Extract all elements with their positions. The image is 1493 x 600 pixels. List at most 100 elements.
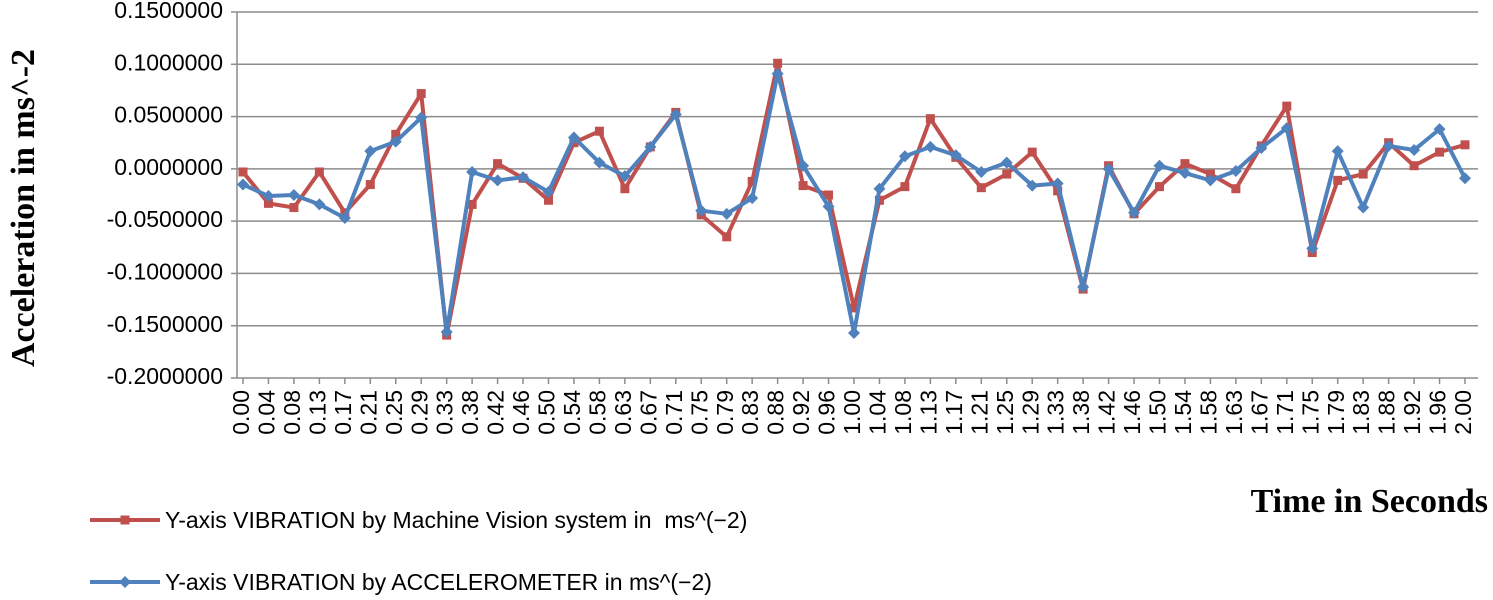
data-point xyxy=(1077,281,1090,294)
x-tick-label: 1.04 xyxy=(865,390,891,435)
data-point xyxy=(594,126,604,136)
x-tick-label: 0.25 xyxy=(381,390,407,435)
x-tick-label: 1.54 xyxy=(1170,390,1196,435)
data-point xyxy=(618,170,631,183)
legend-label: Y-axis VIBRATION by ACCELEROMETER in ms^… xyxy=(165,569,712,595)
data-point xyxy=(747,176,757,186)
data-point xyxy=(644,140,657,153)
data-point xyxy=(822,200,835,213)
data-point xyxy=(263,198,273,208)
x-tick-label: 1.71 xyxy=(1272,390,1298,435)
x-tick-label: 0.17 xyxy=(330,390,356,435)
data-point xyxy=(365,180,375,190)
x-tick-label: 0.96 xyxy=(814,390,840,435)
data-point xyxy=(1357,201,1370,214)
data-point xyxy=(364,145,377,158)
x-tick-label: 1.42 xyxy=(1094,390,1120,435)
data-point xyxy=(771,67,784,80)
data-point xyxy=(1255,141,1268,154)
data-point xyxy=(1435,147,1445,157)
data-point xyxy=(389,135,402,148)
data-point xyxy=(289,203,299,213)
data-point xyxy=(773,58,783,68)
data-point xyxy=(1051,177,1064,190)
data-point xyxy=(1002,169,1012,179)
x-tick-label: 1.13 xyxy=(915,390,941,435)
data-point xyxy=(440,325,453,338)
data-point xyxy=(1180,159,1190,169)
data-point xyxy=(415,111,428,124)
data-point xyxy=(1280,122,1293,135)
legend-marker xyxy=(119,576,131,588)
data-point xyxy=(1229,164,1242,177)
data-point xyxy=(669,108,682,121)
x-tick-label: 0.38 xyxy=(457,390,483,435)
data-point xyxy=(1382,139,1395,152)
data-point xyxy=(848,327,860,340)
data-point xyxy=(1027,147,1037,157)
data-point xyxy=(493,159,503,169)
data-point xyxy=(1153,159,1166,172)
data-point xyxy=(1000,156,1013,169)
y-tick-label: -0.1000000 xyxy=(107,259,223,285)
data-point xyxy=(1358,169,1368,179)
x-tick-label: 1.96 xyxy=(1425,390,1451,435)
data-point xyxy=(593,156,606,169)
x-tick-label: 1.50 xyxy=(1145,390,1171,435)
x-tick-label: 0.58 xyxy=(584,390,610,435)
data-point xyxy=(1459,172,1471,185)
data-point xyxy=(1026,179,1039,192)
x-tick-label: 1.83 xyxy=(1348,390,1374,435)
data-point xyxy=(262,190,275,203)
data-point xyxy=(1282,101,1292,111)
x-tick-label: 1.79 xyxy=(1323,390,1349,435)
data-point xyxy=(1204,174,1217,187)
data-point xyxy=(1102,162,1115,175)
y-tick-label: -0.1500000 xyxy=(107,311,223,337)
data-point xyxy=(949,149,962,162)
data-point xyxy=(720,207,733,220)
x-tick-label: 1.67 xyxy=(1246,390,1272,435)
x-tick-label: 0.21 xyxy=(355,390,381,435)
x-tick-label: 1.92 xyxy=(1399,390,1425,435)
data-point xyxy=(900,182,910,192)
data-point xyxy=(1409,161,1419,171)
y-tick-label: 0.0500000 xyxy=(114,102,223,128)
x-tick-label: 1.08 xyxy=(890,390,916,435)
y-tick-label: 0.0000000 xyxy=(114,154,223,180)
data-point xyxy=(1306,242,1319,255)
x-tick-label: 1.21 xyxy=(966,390,992,435)
x-tick-label: 1.29 xyxy=(1017,390,1043,435)
x-tick-label: 1.33 xyxy=(1043,390,1069,435)
data-point xyxy=(975,165,988,178)
data-point xyxy=(544,195,553,205)
data-point xyxy=(746,192,759,205)
data-point xyxy=(238,167,248,177)
data-point xyxy=(491,174,504,187)
data-point xyxy=(695,204,708,217)
y-tick-label: 0.1000000 xyxy=(114,49,223,75)
x-tick-label: 0.92 xyxy=(788,390,814,435)
data-point xyxy=(391,129,401,139)
data-point xyxy=(1433,123,1446,136)
data-point xyxy=(1231,184,1241,194)
x-tick-label: 0.04 xyxy=(254,390,280,435)
x-tick-label: 1.63 xyxy=(1221,390,1247,435)
data-point xyxy=(1331,145,1344,158)
data-point xyxy=(517,171,530,184)
x-tick-label: 0.08 xyxy=(279,390,305,435)
x-tick-label: 0.75 xyxy=(686,390,712,435)
data-point xyxy=(287,189,300,201)
data-point xyxy=(1408,144,1421,157)
x-tick-label: 2.00 xyxy=(1450,390,1476,435)
x-tick-label: 1.17 xyxy=(941,390,967,435)
x-tick-label: 0.50 xyxy=(534,390,560,435)
x-tick-label: 0.00 xyxy=(228,390,254,435)
data-point xyxy=(1155,182,1164,192)
x-tick-label: 0.46 xyxy=(508,390,534,435)
data-point xyxy=(849,303,859,313)
data-point xyxy=(1128,206,1141,219)
series-line xyxy=(241,61,1466,338)
data-point xyxy=(924,140,937,153)
data-point xyxy=(797,159,810,172)
